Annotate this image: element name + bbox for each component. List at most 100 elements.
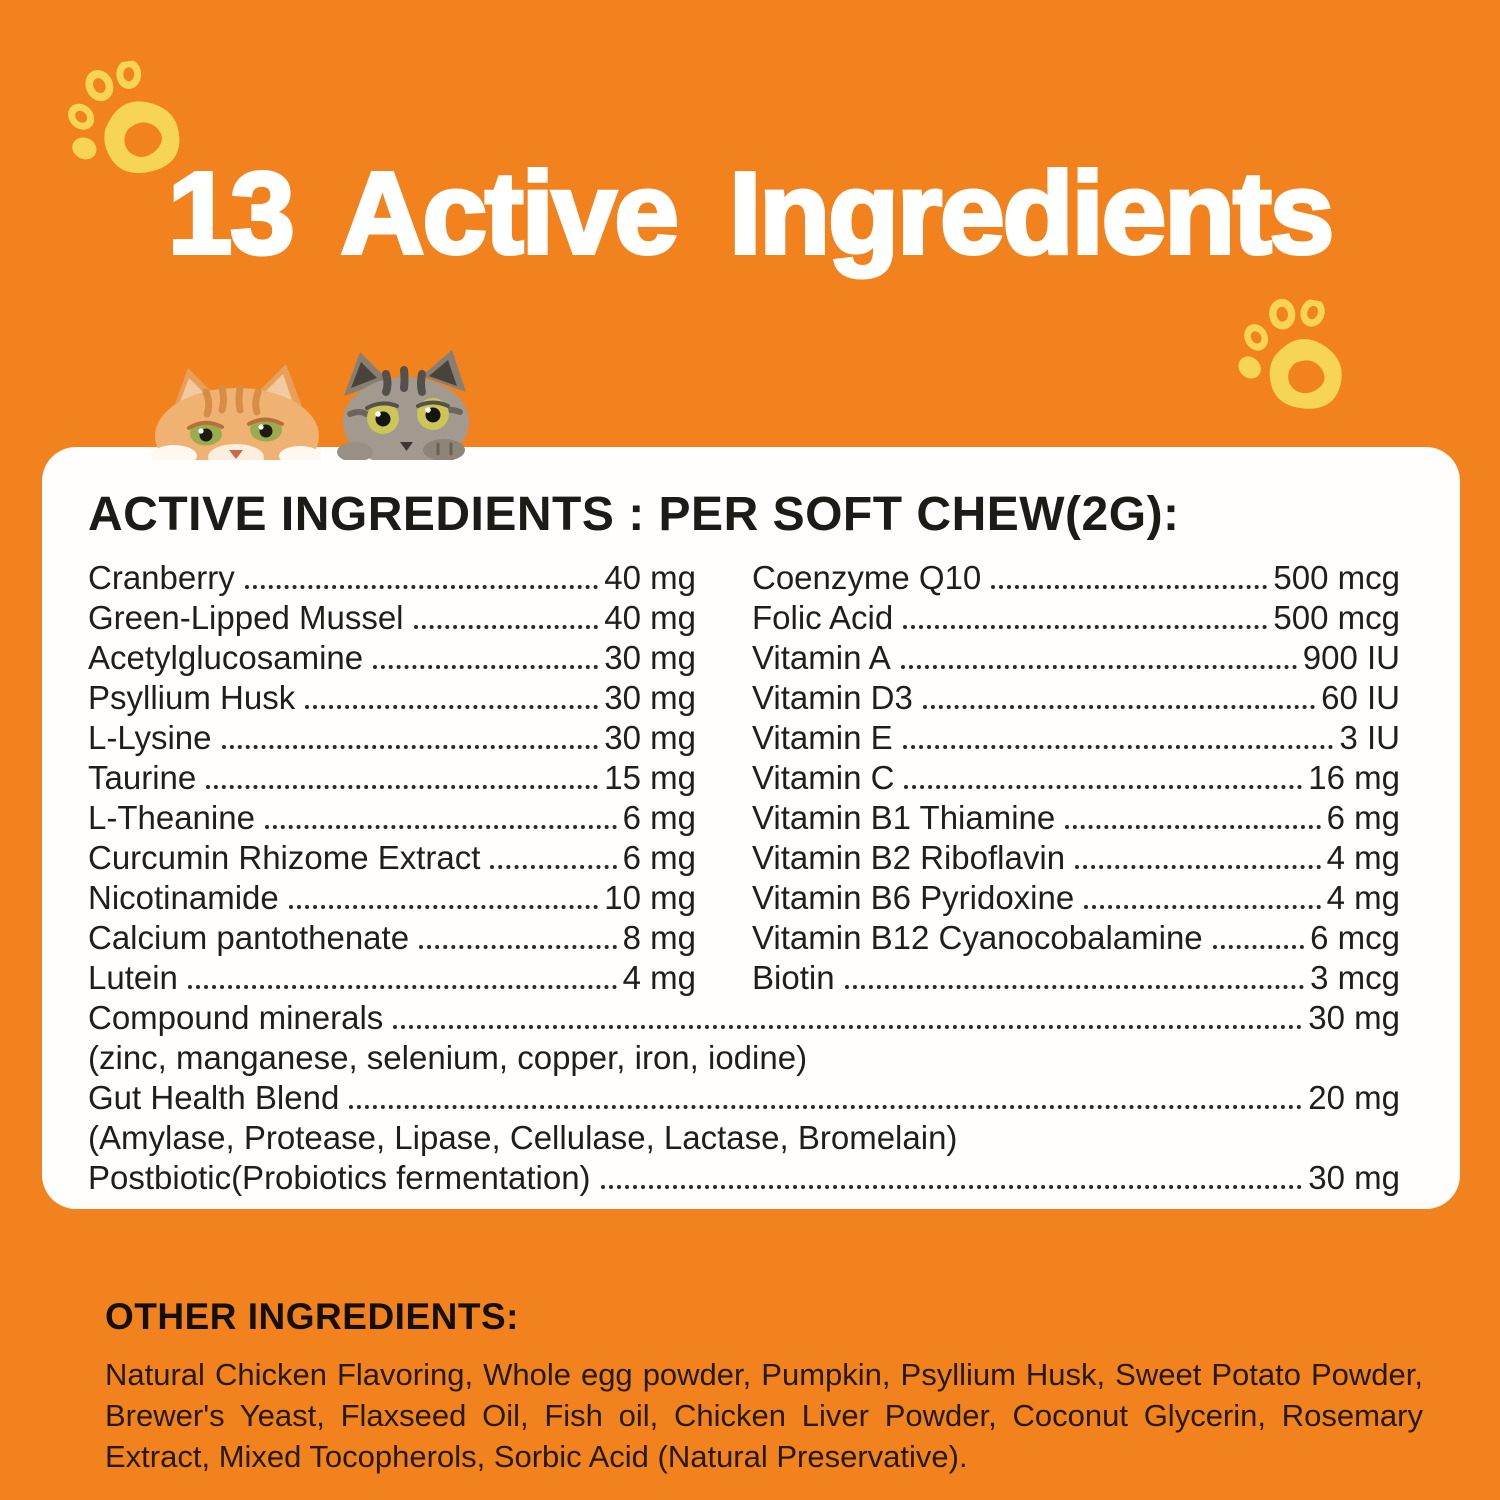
ingredient-amount: 6 mg: [1326, 798, 1400, 836]
dot-leader: [904, 784, 1303, 789]
paw-print-icon: [58, 54, 184, 183]
ingredient-row: Vitamin D3 60 IU: [752, 678, 1400, 718]
dot-leader: [419, 944, 617, 949]
dot-leader: [244, 584, 599, 589]
ingredient-name: Gut Health Blend: [88, 1078, 340, 1116]
ingredient-amount: 4 mg: [1326, 838, 1400, 876]
ingredient-row: Folic Acid 500 mcg: [752, 598, 1400, 638]
dot-leader: [1065, 824, 1321, 829]
grey-tabby-cat-image: [337, 350, 469, 460]
ingredient-row: Taurine 15 mg: [88, 758, 696, 798]
ingredient-amount: 3 IU: [1339, 718, 1400, 756]
ingredient-name: Psyllium Husk: [88, 678, 296, 716]
dot-leader: [264, 824, 617, 829]
active-ingredients-panel: ACTIVE INGREDIENTS : PER SOFT CHEW(2G): …: [42, 447, 1460, 1209]
ingredient-name: Vitamin B12 Cyanocobalamine: [752, 918, 1203, 956]
ingredient-name: L-Theanine: [88, 798, 255, 836]
ingredient-amount: 3 mcg: [1310, 958, 1400, 996]
orange-tabby-cat-image: [151, 364, 321, 460]
dot-leader: [206, 784, 599, 789]
ingredient-row: Vitamin C 16 mg: [752, 758, 1400, 798]
dot-leader: [187, 984, 617, 989]
dot-leader: [490, 864, 617, 869]
ingredient-amount: 30 mg: [1308, 1158, 1400, 1196]
ingredient-row: Compound minerals 30 mg: [88, 998, 1400, 1038]
ingredient-amount: 40 mg: [604, 558, 696, 596]
ingredient-row: L-Theanine 6 mg: [88, 798, 696, 838]
dot-leader: [903, 624, 1268, 629]
dot-leader: [373, 664, 599, 669]
ingredient-amount: 4 mg: [622, 958, 696, 996]
ingredient-amount: 40 mg: [604, 598, 696, 636]
ingredient-row: Green-Lipped Mussel 40 mg: [88, 598, 696, 638]
ingredient-row: (Amylase, Protease, Lipase, Cellulase, L…: [88, 1118, 1400, 1158]
ingredient-amount: 60 IU: [1321, 678, 1400, 716]
ingredient-row: Cranberry 40 mg: [88, 558, 696, 598]
ingredient-row: Calcium pantothenate 8 mg: [88, 918, 696, 958]
page-title: 13 Active Ingredients: [166, 147, 1337, 278]
ingredient-column-right: Coenzyme Q10 500 mcg Folic Acid 500 mcg …: [752, 558, 1400, 998]
ingredient-full-width-rows: Compound minerals 30 mg (zinc, manganese…: [88, 998, 1400, 1198]
ingredient-row: Curcumin Rhizome Extract 6 mg: [88, 838, 696, 878]
dot-leader: [922, 704, 1316, 709]
ingredient-amount: 500 mcg: [1273, 598, 1400, 636]
ingredient-amount: 6 mg: [622, 798, 696, 836]
panel-heading: ACTIVE INGREDIENTS : PER SOFT CHEW(2G):: [88, 488, 1180, 541]
dot-leader: [413, 624, 599, 629]
ingredient-name: Taurine: [88, 758, 197, 796]
ingredient-row: Vitamin B6 Pyridoxine 4 mg: [752, 878, 1400, 918]
ingredient-row: Vitamin B2 Riboflavin 4 mg: [752, 838, 1400, 878]
dot-leader: [349, 1104, 1303, 1109]
ingredient-row: Postbiotic(Probiotics fermentation) 30 m…: [88, 1158, 1400, 1198]
ingredient-row: Nicotinamide 10 mg: [88, 878, 696, 918]
ingredient-name: Compound minerals: [88, 998, 384, 1036]
ingredient-amount: 500 mcg: [1273, 558, 1400, 596]
ingredient-columns: Cranberry 40 mg Green-Lipped Mussel 40 m…: [88, 558, 1400, 998]
dot-leader: [221, 744, 599, 749]
ingredient-row: Vitamin B1 Thiamine 6 mg: [752, 798, 1400, 838]
ingredient-row: (zinc, manganese, selenium, copper, iron…: [88, 1038, 1400, 1078]
ingredient-row: Vitamin A 900 IU: [752, 638, 1400, 678]
ingredient-row: Lutein 4 mg: [88, 958, 696, 998]
dot-leader: [991, 584, 1268, 589]
ingredient-row: Gut Health Blend 20 mg: [88, 1078, 1400, 1118]
ingredient-row: Coenzyme Q10 500 mcg: [752, 558, 1400, 598]
ingredient-name: Vitamin C: [752, 758, 895, 796]
dot-leader: [1075, 864, 1321, 869]
paw-print-icon: [1228, 288, 1355, 415]
ingredient-name: Calcium pantothenate: [88, 918, 410, 956]
ingredient-amount: 6 mg: [622, 838, 696, 876]
ingredient-column-left: Cranberry 40 mg Green-Lipped Mussel 40 m…: [88, 558, 696, 998]
ingredient-name: Cranberry: [88, 558, 235, 596]
ingredient-amount: 6 mcg: [1310, 918, 1400, 956]
ingredient-name: Vitamin D3: [752, 678, 913, 716]
ingredient-name: Vitamin B1 Thiamine: [752, 798, 1056, 836]
ingredient-name: Folic Acid: [752, 598, 894, 636]
dot-leader: [844, 984, 1305, 989]
ingredient-name: Vitamin B2 Riboflavin: [752, 838, 1066, 876]
ingredient-name: Curcumin Rhizome Extract: [88, 838, 481, 876]
ingredient-name: L-Lysine: [88, 718, 212, 756]
ingredient-amount: 16 mg: [1308, 758, 1400, 796]
ingredient-amount: 20 mg: [1308, 1078, 1400, 1116]
ingredient-row: Acetylglucosamine 30 mg: [88, 638, 696, 678]
dot-leader: [902, 744, 1334, 749]
ingredient-name: Vitamin A: [752, 638, 891, 676]
dot-leader: [1084, 904, 1321, 909]
dot-leader: [305, 704, 599, 709]
ingredient-amount: 30 mg: [604, 678, 696, 716]
ingredient-amount: 30 mg: [1308, 998, 1400, 1036]
dot-leader: [1212, 944, 1305, 949]
dot-leader: [600, 1184, 1303, 1189]
ingredient-name: Vitamin E: [752, 718, 893, 756]
ingredient-name: Biotin: [752, 958, 835, 996]
ingredient-row: Biotin 3 mcg: [752, 958, 1400, 998]
ingredient-row: Psyllium Husk 30 mg: [88, 678, 696, 718]
ingredient-amount: 900 IU: [1302, 638, 1400, 676]
ingredient-name: Postbiotic(Probiotics fermentation): [88, 1158, 591, 1196]
dot-leader: [288, 904, 599, 909]
ingredient-amount: 8 mg: [622, 918, 696, 956]
ingredient-name: Nicotinamide: [88, 878, 279, 916]
ingredient-name: Coenzyme Q10: [752, 558, 982, 596]
